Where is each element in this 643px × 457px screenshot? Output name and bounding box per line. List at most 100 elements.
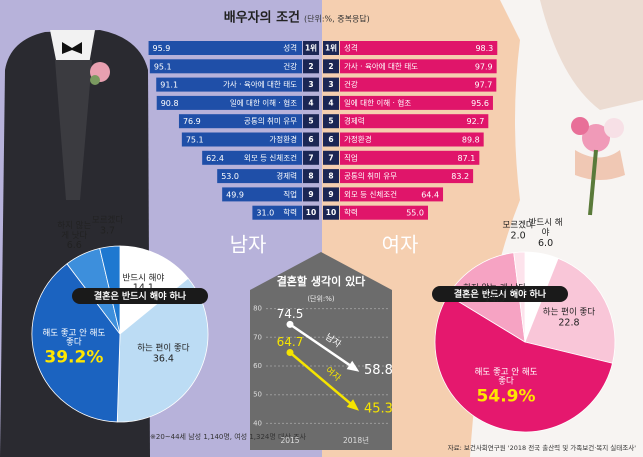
rank-label: 8 xyxy=(328,172,333,181)
rank-box xyxy=(323,169,339,184)
value-label: 95.9 xyxy=(153,44,171,53)
arrowhead xyxy=(346,399,360,411)
point-label: 58.8 xyxy=(364,363,393,378)
rank-box xyxy=(303,169,319,184)
rank-box xyxy=(323,205,339,220)
bar xyxy=(178,114,302,129)
rank-label: 1위 xyxy=(305,43,317,53)
slice-category: 모르겠다 xyxy=(502,221,534,232)
slice-value: 14.1 xyxy=(132,283,154,295)
slice-category: 하는 편이 좋다 xyxy=(137,344,190,355)
rank-label: 7 xyxy=(328,153,333,162)
rank-box xyxy=(323,187,339,202)
point xyxy=(286,349,294,357)
rank-label: 3 xyxy=(328,80,333,89)
category-label: 성격 xyxy=(344,43,358,53)
value-label: 97.9 xyxy=(475,62,493,71)
slice-value: 6.0 xyxy=(538,237,554,249)
rank-box xyxy=(303,114,319,129)
bar xyxy=(340,41,498,55)
rank-label: 6 xyxy=(308,135,313,144)
y-tick-label: 50 xyxy=(253,391,262,399)
category-label: 학력 xyxy=(344,207,358,217)
slice-label: 하는 편이 좋다 22.8 xyxy=(534,308,604,330)
value-label: 53.0 xyxy=(221,172,239,181)
slice-label: 반드시 해야 14.1 xyxy=(108,274,178,295)
rank-label: 4 xyxy=(328,98,333,107)
category-label: 공통의 취미 유무 xyxy=(244,116,297,126)
category-label: 학력 xyxy=(283,207,297,217)
value-label: 55.0 xyxy=(406,209,424,218)
y-tick-label: 70 xyxy=(253,333,262,341)
category-label: 성격 xyxy=(283,43,297,53)
value-label: 76.9 xyxy=(183,117,201,126)
bar xyxy=(156,77,302,92)
slice-value: 22.8 xyxy=(558,317,580,329)
slice-category: 반드시 해야 xyxy=(122,273,165,284)
category-label: 가정환경 xyxy=(269,134,297,144)
rank-box xyxy=(323,132,339,147)
slice-value: 3.7 xyxy=(99,225,116,237)
category-label: 건강 xyxy=(283,61,297,71)
title-unit: (단위:%, 중복응답) xyxy=(304,14,370,24)
y-tick-label: 40 xyxy=(253,419,262,427)
slice-value: 54.9% xyxy=(476,386,536,407)
rank-label: 6 xyxy=(328,135,333,144)
slice-label: 하지 않는 게 낫다 14.3 xyxy=(460,283,530,306)
rank-label: 9 xyxy=(308,190,313,199)
slice-category: 하지 않는 게 낫다 xyxy=(57,220,92,241)
bar xyxy=(340,95,493,110)
rank-label: 10 xyxy=(326,208,336,217)
slice-category: 해도 좋고 안 해도 좋다 xyxy=(474,367,538,387)
rank-box xyxy=(323,150,339,165)
line-series xyxy=(289,351,357,410)
value-label: 95.1 xyxy=(154,62,172,71)
value-label: 75.1 xyxy=(186,136,204,145)
slice-label: 모르겠다 2.0 xyxy=(501,221,535,243)
rank-box xyxy=(323,41,339,55)
pill xyxy=(432,286,568,302)
category-label: 외모 등 신체조건 xyxy=(344,189,397,199)
value-label: 83.2 xyxy=(451,172,469,181)
title: 배우자의 조건 xyxy=(224,10,300,26)
rank-label: 2 xyxy=(328,62,333,71)
slice-category: 반드시 해야 xyxy=(528,217,563,238)
rank-label: 5 xyxy=(308,117,313,126)
line-panel xyxy=(250,252,392,450)
x-tick-label: 2018년 xyxy=(343,435,369,445)
point xyxy=(286,320,294,328)
rank-label: 3 xyxy=(308,80,313,89)
bar xyxy=(156,95,302,110)
value-label: 91.1 xyxy=(160,81,178,90)
bar xyxy=(340,169,474,184)
value-label: 62.4 xyxy=(206,154,224,163)
category-label: 직업 xyxy=(344,152,358,162)
pie-slice xyxy=(434,294,613,433)
slice-value: 39.2% xyxy=(44,347,104,368)
rank-box xyxy=(323,95,339,110)
category-label: 직업 xyxy=(283,189,297,199)
rank-box xyxy=(323,77,339,92)
bar xyxy=(202,150,302,165)
bar xyxy=(222,187,302,202)
category-label: 경제력 xyxy=(276,171,297,181)
value-label: 95.6 xyxy=(471,99,489,108)
category-label: 경제력 xyxy=(344,116,365,126)
rank-box xyxy=(323,114,339,129)
rank-box xyxy=(303,95,319,110)
slice-category: 하지 않는 게 낫다 xyxy=(463,283,527,294)
category-label: 외모 등 신체조건 xyxy=(244,152,297,162)
bar xyxy=(181,132,302,147)
section-label: 여자 xyxy=(382,233,419,257)
point-label: 45.3 xyxy=(364,402,393,417)
bar xyxy=(217,169,302,184)
rank-box xyxy=(303,132,319,147)
rank-label: 9 xyxy=(328,190,333,199)
point-label: 64.7 xyxy=(277,335,304,349)
line-unit: (단위:%) xyxy=(307,294,335,303)
rank-box xyxy=(303,205,319,220)
rank-label: 10 xyxy=(306,208,316,217)
rank-label: 4 xyxy=(308,98,313,107)
slice-value: 6.6 xyxy=(66,240,82,252)
